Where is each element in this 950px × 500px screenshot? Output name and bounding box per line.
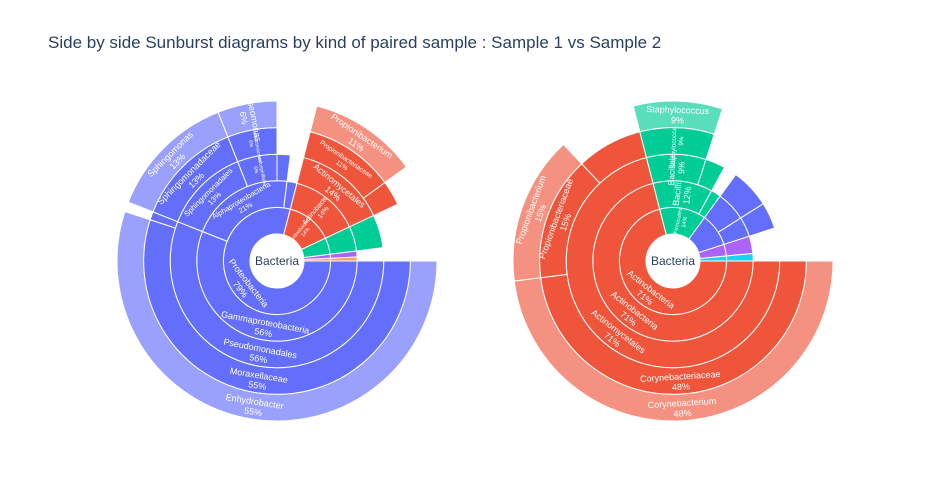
sunburst-wedge-propionibacterium-level-5[interactable] xyxy=(512,143,583,282)
sunburst-wedge-enhydrobacter-level-5[interactable] xyxy=(116,210,438,422)
sunburst-wedge-staphylococcus-level-5[interactable] xyxy=(632,100,724,135)
sunburst-wedge-unlabeled-level-2[interactable] xyxy=(725,252,754,262)
sunburst-root-circle[interactable] xyxy=(646,234,700,288)
sunburst-sample-1: Proteobacteria79%Gammaproteobacteria56%P… xyxy=(116,90,438,422)
sunburst-wedge-unlabeled-level-2[interactable] xyxy=(330,256,358,262)
sunburst-sample-2: Actinobacteria71%Actinobacteria71%Actino… xyxy=(512,100,834,422)
sunburst-wedge-bacillales-level-3[interactable] xyxy=(645,153,707,186)
chart-title: Side by side Sunburst diagrams by kind o… xyxy=(48,33,662,52)
sunburst-wedge-staphylococcaceae-level-4[interactable] xyxy=(639,127,715,161)
sunburst-wedge-propionibacterium-level-5[interactable] xyxy=(309,105,408,184)
sunburst-root-circle[interactable] xyxy=(250,234,304,288)
sunburst-wedge-roseomonas-level-5[interactable] xyxy=(217,100,278,138)
sunburst-wedge-unlabeled-level-3[interactable] xyxy=(276,153,291,182)
